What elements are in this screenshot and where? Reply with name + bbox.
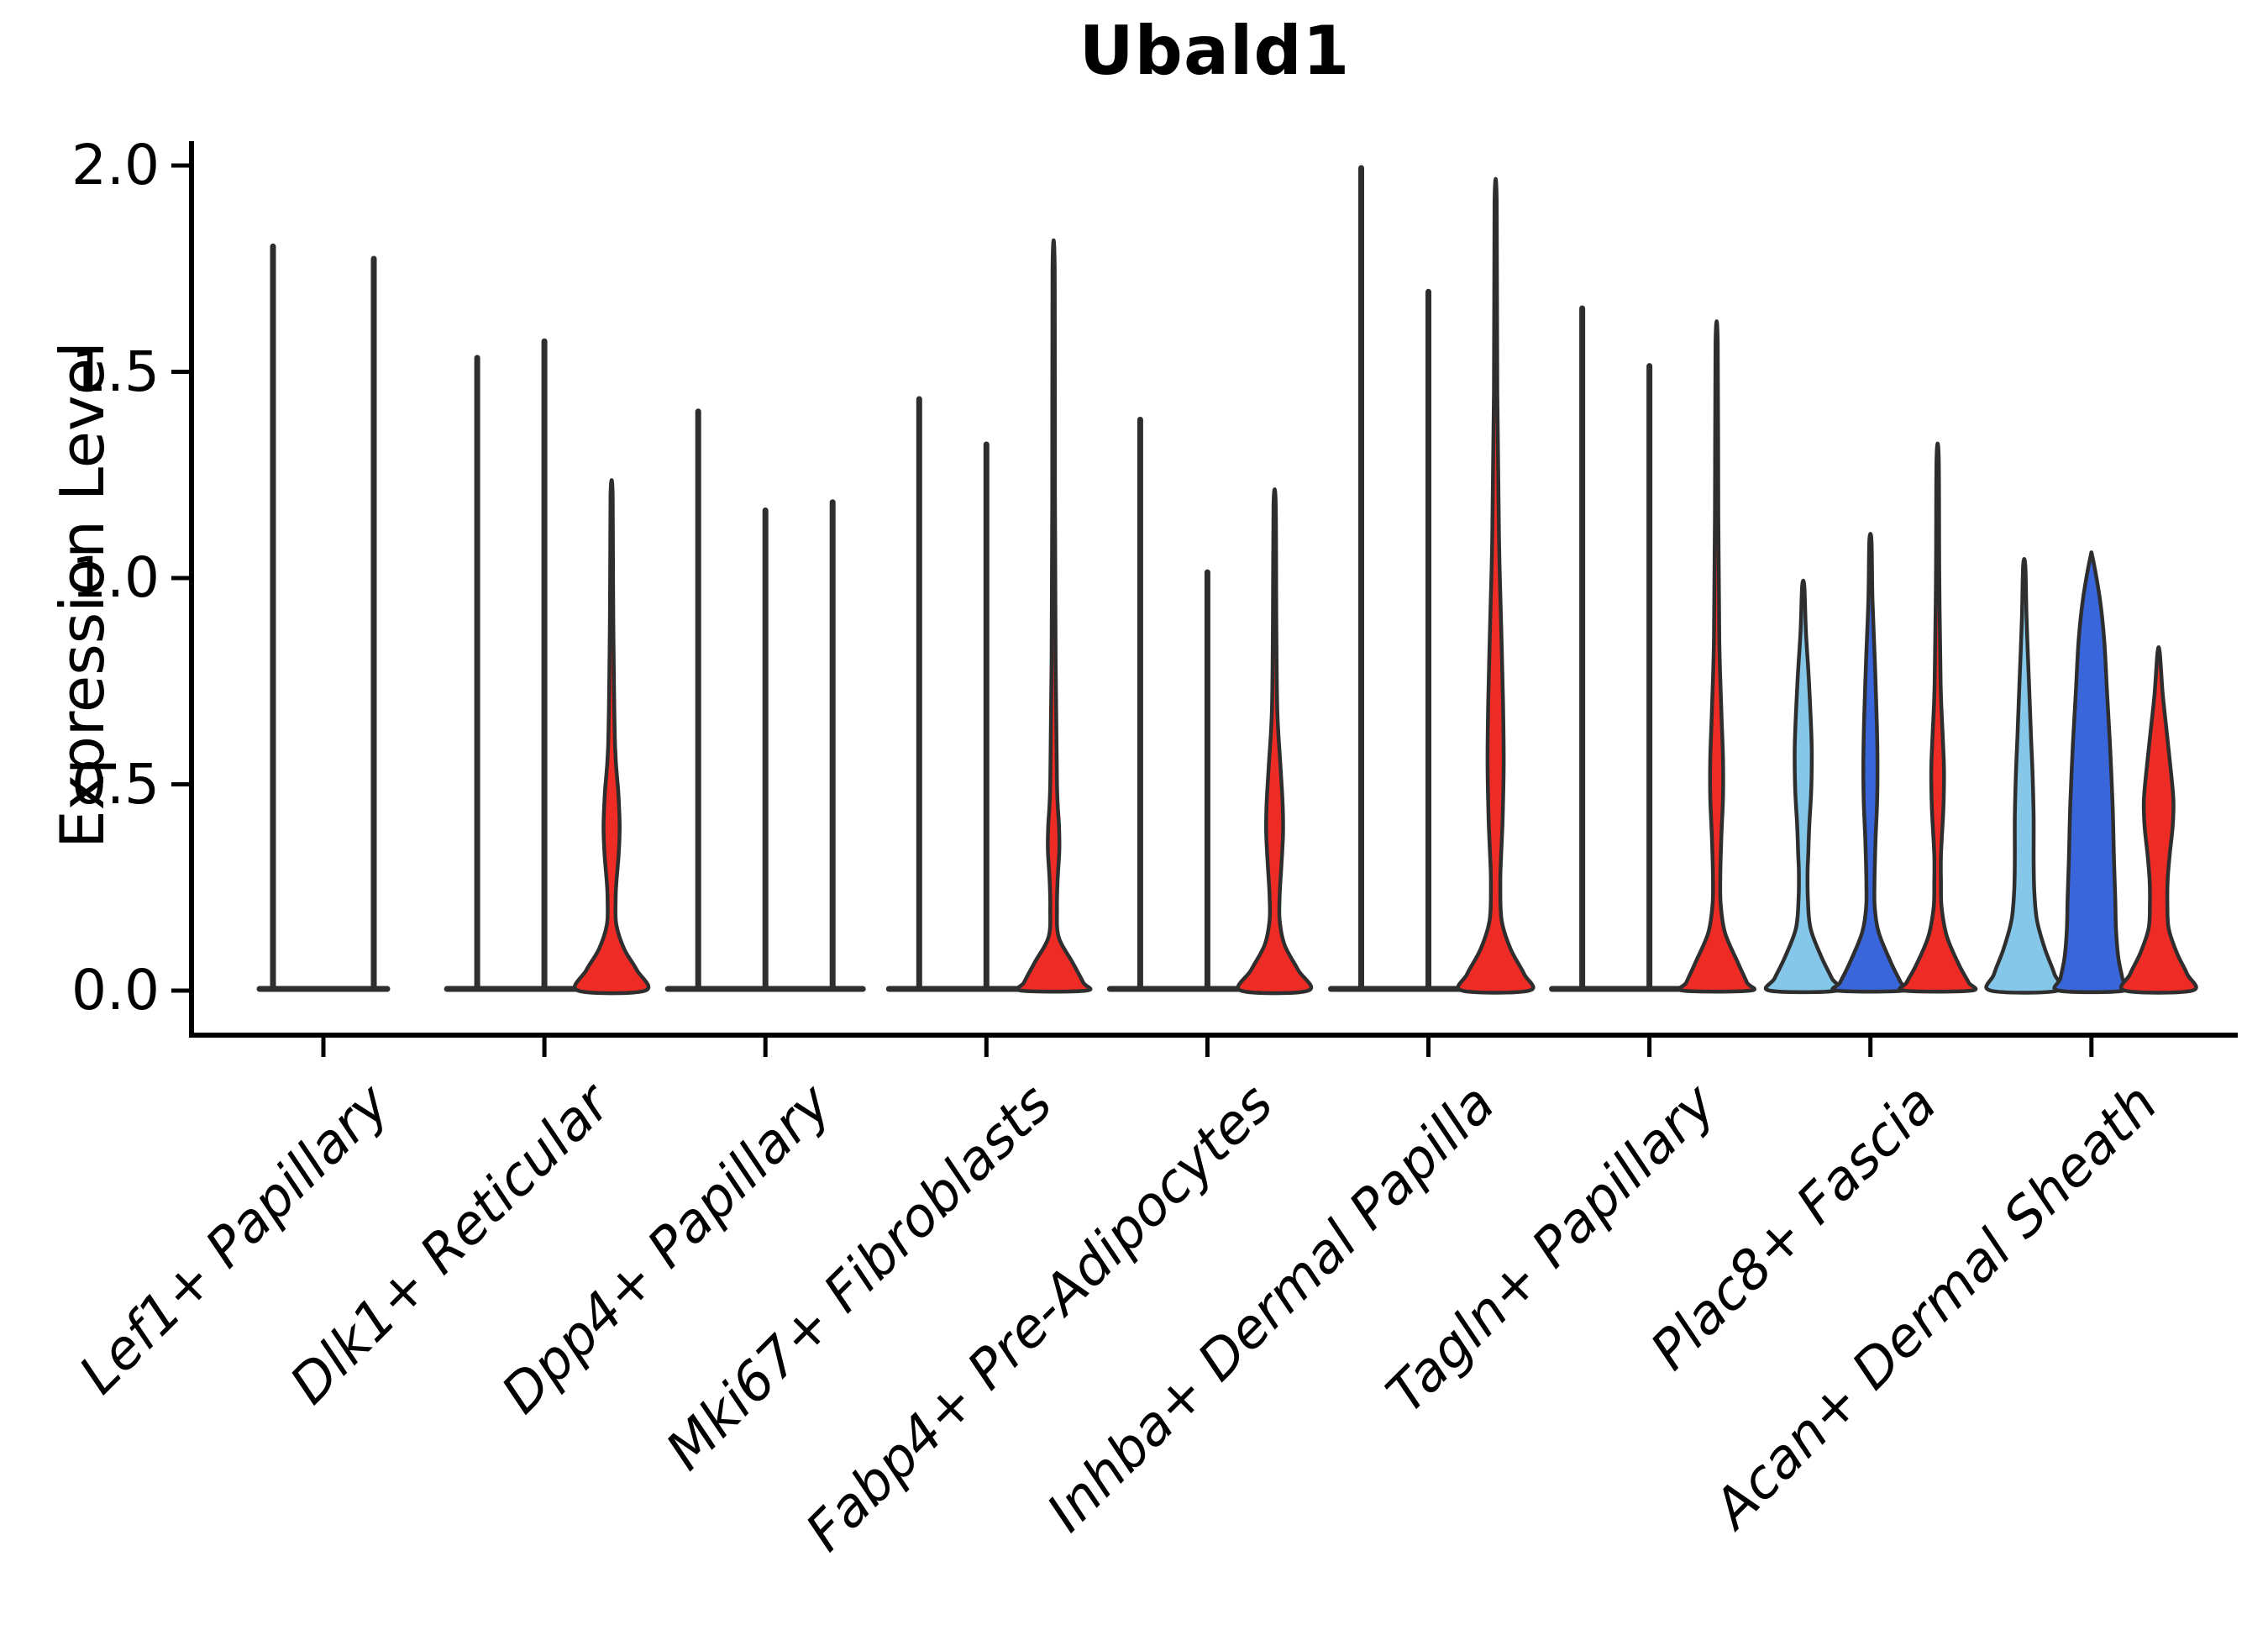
violin-red: [1015, 238, 1093, 994]
y-tick-label: 1.0: [71, 545, 160, 610]
violin-lightblue: [1763, 578, 1843, 995]
violin-red: [1677, 319, 1756, 994]
violin-red: [572, 478, 651, 996]
y-tick-label: 0.0: [71, 958, 160, 1023]
violin-red: [1456, 177, 1536, 995]
violin-red: [2118, 645, 2198, 995]
y-tick-label: 2.0: [71, 133, 160, 197]
violin-darkblue: [2052, 550, 2131, 995]
violin-red: [1898, 441, 1978, 994]
violin-lightblue: [1984, 557, 2065, 995]
violin-plot-canvas: [171, 141, 2238, 1057]
violin-red: [1236, 487, 1314, 996]
y-tick-label: 0.5: [71, 751, 160, 817]
chart-title: Ubald1: [1079, 12, 1351, 90]
y-tick-label: 1.5: [71, 339, 160, 404]
violin-darkblue: [1830, 532, 1911, 994]
figure: Ubald1 Expression Level 0.0 0.5 1.0 1.5 2.0 …: [47, 12, 2238, 1564]
